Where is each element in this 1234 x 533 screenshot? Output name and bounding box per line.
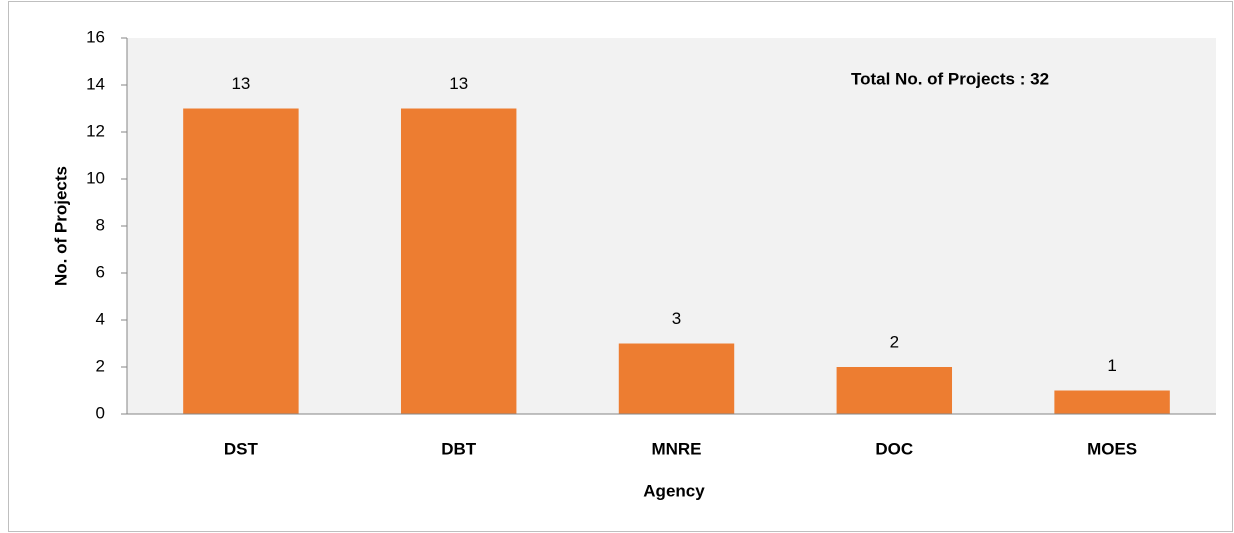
x-tick-label: DOC (875, 439, 913, 458)
y-tick-label: 10 (86, 168, 105, 187)
bar (400, 108, 517, 414)
data-label: 2 (890, 332, 899, 351)
annotation: Total No. of Projects : 32 (851, 69, 1049, 88)
bar (836, 367, 953, 414)
y-tick-label: 2 (96, 356, 105, 375)
x-tick-label: MOES (1087, 439, 1137, 458)
y-tick-label: 6 (96, 262, 105, 281)
x-tick-label: MNRE (651, 439, 701, 458)
data-label: 3 (672, 309, 681, 328)
data-label: 1 (1107, 356, 1116, 375)
y-tick-label: 4 (96, 309, 105, 328)
x-tick-label: DST (224, 439, 259, 458)
data-label: 13 (449, 74, 468, 93)
chart-border (8, 1, 1233, 532)
y-tick-label: 12 (86, 121, 105, 140)
x-tick-label: DBT (441, 439, 477, 458)
bar (618, 343, 735, 414)
y-tick-label: 8 (96, 215, 105, 234)
bar (1054, 390, 1170, 414)
y-tick-label: 16 (86, 27, 105, 46)
data-label: 13 (231, 74, 250, 93)
y-tick-label: 14 (86, 74, 105, 93)
x-axis-label: Agency (643, 481, 705, 500)
y-axis-label: No. of Projects (51, 166, 70, 286)
bar (183, 108, 299, 414)
y-tick-label: 0 (96, 403, 105, 422)
